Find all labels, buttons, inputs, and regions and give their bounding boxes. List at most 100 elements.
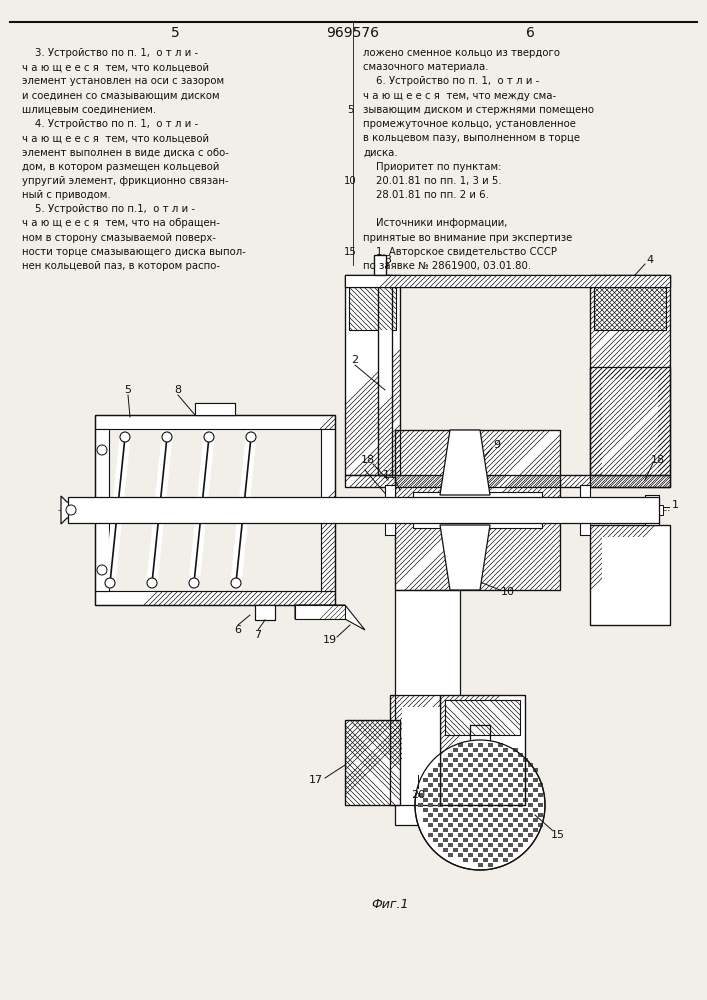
Bar [533,768,537,772]
Bar [390,695,440,805]
Bar [95,415,335,605]
Text: ч а ю щ е е с я  тем, что кольцевой: ч а ю щ е е с я тем, что кольцевой [22,133,209,143]
Bar [463,758,467,762]
Bar [443,838,448,842]
Bar [523,838,527,842]
Bar [523,798,527,802]
Bar [518,812,522,817]
Bar [345,475,670,487]
Bar [483,848,488,852]
Bar [602,379,658,475]
Bar [493,768,498,772]
Bar [443,848,448,852]
Bar [478,842,482,847]
Text: зывающим диском и стержнями помещено: зывающим диском и стержнями помещено [363,105,594,115]
Bar [440,695,525,805]
Bar [458,812,462,817]
Text: по заявке № 2861900, 03.01.80.: по заявке № 2861900, 03.01.80. [363,261,531,271]
Text: элемент выполнен в виде диска с обо-: элемент выполнен в виде диска с обо- [22,147,229,157]
Text: 5. Устройство по п.1,  о т л и -: 5. Устройство по п.1, о т л и - [22,204,195,214]
Bar [478,792,482,797]
Bar [528,772,532,777]
Bar [538,802,542,807]
Bar [528,782,532,787]
Bar [458,832,462,837]
Bar [498,752,503,757]
Bar [95,591,335,605]
Bar [463,838,467,842]
Bar [508,802,513,807]
Bar [503,758,508,762]
Bar [473,748,477,752]
Bar [518,782,522,787]
Bar [463,768,467,772]
Bar [498,782,503,787]
Bar [538,812,542,817]
Text: 19: 19 [323,635,337,645]
Bar [518,832,522,837]
Bar [533,788,537,792]
Bar [533,798,537,802]
Bar [498,762,503,767]
Bar [513,798,518,802]
Text: смазочного материала.: смазочного материала. [363,62,489,72]
Bar [493,828,498,832]
Text: 4: 4 [646,255,653,265]
Text: 20.01.81 по пп. 1, 3 и 5.: 20.01.81 по пп. 1, 3 и 5. [363,176,502,186]
Bar [478,862,482,867]
Polygon shape [295,605,365,630]
Circle shape [231,578,241,588]
Bar [478,812,482,817]
Bar [533,818,537,822]
Bar [508,782,513,787]
Bar [523,818,527,822]
Bar [374,255,386,275]
Text: Источники информации,: Источники информации, [363,218,508,228]
Bar [488,862,493,867]
Text: 20: 20 [411,790,425,800]
Text: 18: 18 [651,455,665,465]
Bar [438,822,443,827]
Bar [433,788,438,792]
Bar [590,525,670,625]
Bar [443,808,448,812]
Bar [468,772,472,777]
Bar [488,812,493,817]
Bar [418,802,423,807]
Bar [468,852,472,857]
Bar [428,792,433,797]
Bar [438,802,443,807]
Text: промежуточное кольцо, установленное: промежуточное кольцо, установленное [363,119,576,129]
Bar [345,475,670,487]
Text: ч а ю щ е е с я  тем, что на обращен-: ч а ю щ е е с я тем, что на обращен- [22,218,220,228]
Bar [655,505,663,515]
Bar [458,852,462,857]
Bar [473,768,477,772]
Bar [295,605,345,619]
Bar [345,720,400,805]
Bar [498,802,503,807]
Bar [418,792,423,797]
Bar [463,788,467,792]
Bar [395,430,560,590]
Bar [448,852,452,857]
Bar [518,842,522,847]
Bar [453,808,457,812]
Text: нен кольцевой паз, в котором распо-: нен кольцевой паз, в котором распо- [22,261,220,271]
Bar [493,778,498,782]
Bar [448,762,452,767]
Bar [508,752,513,757]
Text: ный с приводом.: ный с приводом. [22,190,110,200]
Text: ности торце смазывающего диска выпол-: ности торце смазывающего диска выпол- [22,247,246,257]
Bar [395,430,560,590]
Bar [478,782,482,787]
Bar [580,485,590,535]
Bar [448,772,452,777]
Bar [498,852,503,857]
Bar [463,848,467,852]
Bar [513,828,518,832]
Bar [473,758,477,762]
Bar [503,768,508,772]
Circle shape [120,432,130,442]
Bar [433,768,438,772]
